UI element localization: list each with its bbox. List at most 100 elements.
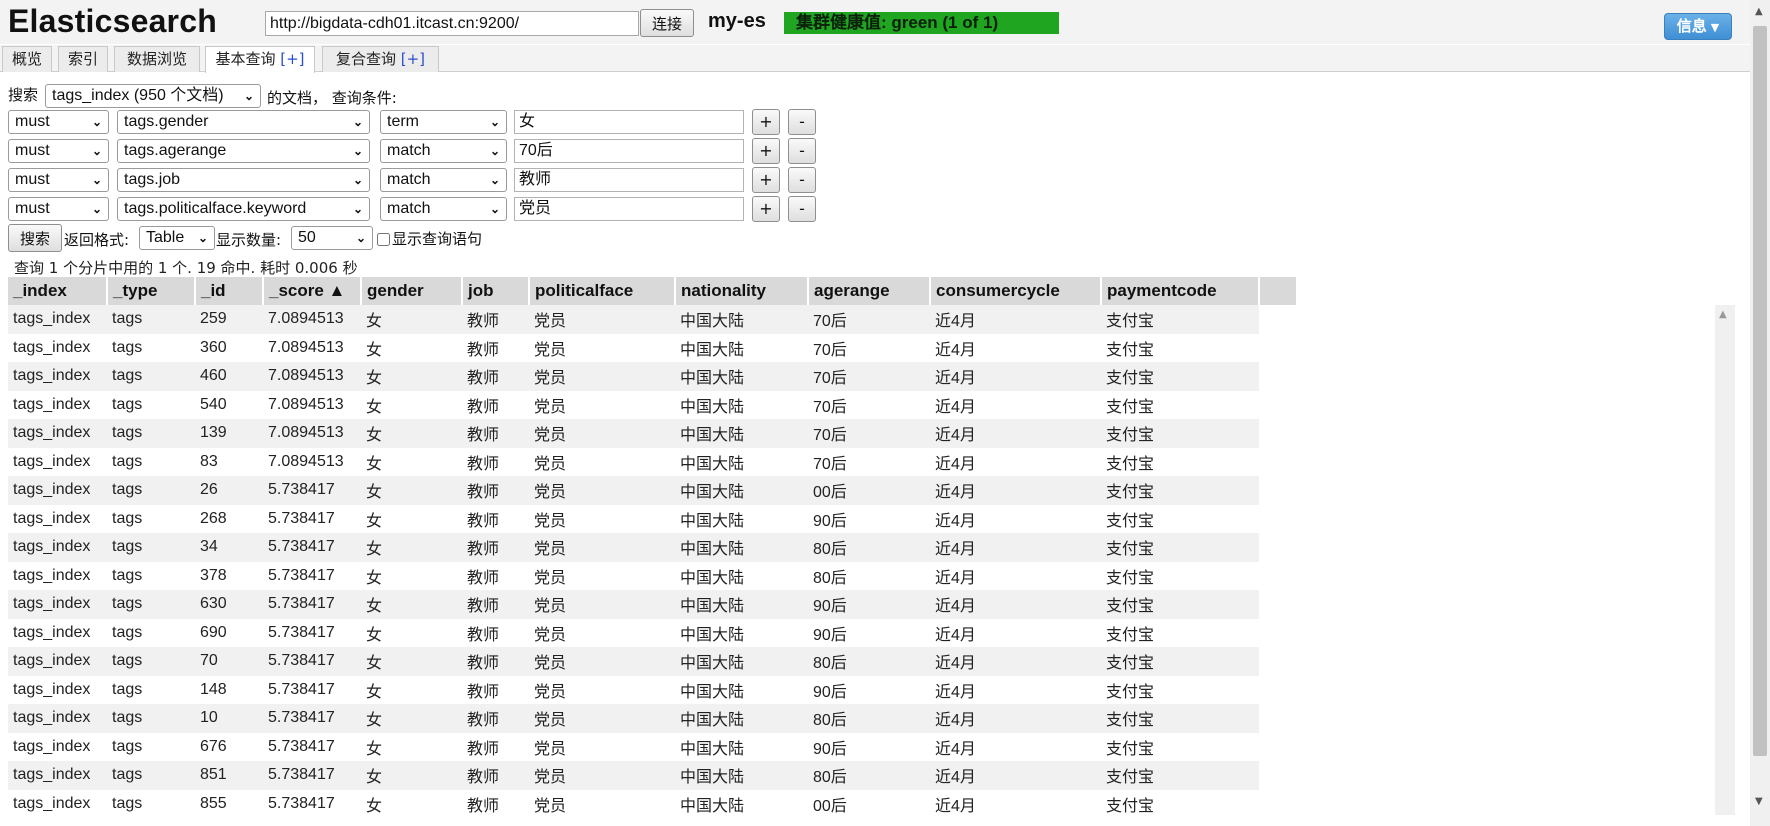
tab-overview[interactable]: 概览: [2, 46, 52, 72]
count-select[interactable]: 50 ⌄: [291, 226, 373, 250]
table-row[interactable]: tags_index tags 70 5.738417 女教师 党员 中国大陆 80后 近4月支…: [8, 647, 1297, 676]
scrollbar-thumb[interactable]: [1753, 26, 1767, 756]
table-row[interactable]: tags_index tags 540 7.0894513 女教师 党员 中国大陆 70后 近4…: [8, 390, 1297, 419]
table-cell: 5.738417: [263, 761, 361, 790]
tab-basic-query[interactable]: 基本查询 [+]: [205, 46, 315, 73]
table-cell: 女: [361, 618, 462, 647]
info-menu-button[interactable]: 信息 ▼: [1664, 13, 1732, 40]
field-select[interactable]: tags.gender ⌄: [117, 110, 370, 134]
occur-select[interactable]: must ⌄: [8, 139, 109, 163]
table-row[interactable]: tags_index tags 676 5.738417 女教师 党员 中国大陆 90后 近4月…: [8, 732, 1297, 761]
table-row[interactable]: tags_index tags 360 7.0894513 女教师 党员 中国大陆 70后 近4…: [8, 333, 1297, 362]
match-type-select[interactable]: match ⌄: [380, 168, 507, 192]
info-menu-label: 信息: [1676, 17, 1707, 35]
format-select[interactable]: Table ⌄: [139, 226, 215, 250]
tab-compound-query[interactable]: 复合查询 [+]: [322, 46, 439, 72]
table-row[interactable]: tags_index tags 83 7.0894513 女教师 党员 中国大陆 70后 近4月…: [8, 447, 1297, 476]
query-value-input[interactable]: 女: [514, 110, 744, 134]
remove-condition-button[interactable]: -: [788, 167, 816, 193]
table-row[interactable]: tags_index tags 268 5.738417 女教师 党员 中国大陆 90后 近4月…: [8, 504, 1297, 533]
table-cell: 5.738417: [263, 618, 361, 647]
table-row[interactable]: tags_index tags 259 7.0894513 女教师 党员 中国大陆 70后 近4…: [8, 305, 1297, 334]
table-row[interactable]: tags_index tags 10 5.738417 女教师 党员 中国大陆 80后 近4月支…: [8, 704, 1297, 733]
table-cell: 教师: [462, 419, 529, 448]
table-row[interactable]: tags_index tags 855 5.738417 女教师 党员 中国大陆 00后 近4月…: [8, 789, 1297, 818]
tab-add-link[interactable]: [+]: [400, 50, 426, 68]
table-cell: 7.0894513: [263, 447, 361, 476]
remove-condition-button[interactable]: -: [788, 196, 816, 222]
show-query-checkbox[interactable]: [377, 233, 390, 246]
occur-select[interactable]: must ⌄: [8, 197, 109, 221]
match-type-select[interactable]: match ⌄: [380, 197, 507, 221]
table-cell: tags_index: [8, 704, 107, 733]
occur-select[interactable]: must ⌄: [8, 168, 109, 192]
table-row[interactable]: tags_index tags 148 5.738417 女教师 党员 中国大陆 90后 近4月…: [8, 675, 1297, 704]
table-scrollbar[interactable]: ▲: [1715, 305, 1735, 815]
tab-add-link[interactable]: [+]: [280, 50, 305, 68]
column-header[interactable]: politicalface: [529, 277, 676, 305]
table-row[interactable]: tags_index tags 34 5.738417 女教师 党员 中国大陆 80后 近4月支…: [8, 533, 1297, 562]
url-input[interactable]: [265, 11, 639, 36]
occur-select[interactable]: must ⌄: [8, 110, 109, 134]
table-cell: 中国大陆: [675, 561, 808, 590]
column-header[interactable]: consumercycle: [930, 277, 1102, 305]
query-value-input[interactable]: 70后: [514, 139, 744, 163]
table-cell: 女: [361, 390, 462, 419]
table-cell: 党员: [529, 732, 675, 761]
match-type-select[interactable]: term ⌄: [380, 110, 507, 134]
column-header[interactable]: _index: [8, 277, 108, 305]
table-row[interactable]: tags_index tags 139 7.0894513 女教师 党员 中国大陆 70后 近4…: [8, 419, 1297, 448]
table-cell: 教师: [462, 305, 529, 334]
column-header[interactable]: _id: [195, 277, 264, 305]
connect-button[interactable]: 连接: [640, 9, 694, 37]
table-row[interactable]: tags_index tags 378 5.738417 女教师 党员 中国大陆 80后 近4月…: [8, 561, 1297, 590]
table-row[interactable]: tags_index tags 690 5.738417 女教师 党员 中国大陆 90后 近4月…: [8, 618, 1297, 647]
table-row[interactable]: tags_index tags 460 7.0894513 女教师 党员 中国大陆 70后 近4…: [8, 362, 1297, 391]
page-scrollbar[interactable]: ▲ ▼: [1750, 0, 1770, 826]
table-row[interactable]: tags_index tags 26 5.738417 女教师 党员 中国大陆 00后 近4月支…: [8, 476, 1297, 505]
table-cell: 教师: [462, 390, 529, 419]
table-cell: 540: [195, 390, 263, 419]
column-header[interactable]: gender: [361, 277, 463, 305]
remove-condition-button[interactable]: -: [788, 109, 816, 135]
table-cell: 支付宝: [1101, 590, 1259, 619]
table-cell: 460: [195, 362, 263, 391]
table-cell: 83: [195, 447, 263, 476]
tab-data-browser[interactable]: 数据浏览: [114, 46, 200, 72]
field-value: tags.agerange: [124, 142, 227, 159]
add-condition-button[interactable]: +: [752, 138, 780, 164]
tab-indices[interactable]: 索引: [58, 46, 108, 72]
table-cell: 教师: [462, 476, 529, 505]
add-condition-button[interactable]: +: [752, 196, 780, 222]
index-select[interactable]: tags_index (950 个文档) ⌄: [45, 84, 261, 108]
column-header[interactable]: paymentcode: [1101, 277, 1260, 305]
field-select[interactable]: tags.agerange ⌄: [117, 139, 370, 163]
column-header[interactable]: _type: [107, 277, 196, 305]
table-cell: tags: [107, 419, 195, 448]
field-select[interactable]: tags.job ⌄: [117, 168, 370, 192]
field-select[interactable]: tags.politicalface.keyword ⌄: [117, 197, 370, 221]
table-cell: 中国大陆: [675, 590, 808, 619]
chevron-down-icon: ⌄: [489, 202, 500, 216]
column-header[interactable]: job: [462, 277, 530, 305]
table-cell: tags_index: [8, 675, 107, 704]
scroll-up-icon[interactable]: ▲: [1719, 309, 1727, 320]
column-header[interactable]: agerange: [808, 277, 931, 305]
table-cell: 党员: [529, 390, 675, 419]
search-button[interactable]: 搜索: [8, 224, 62, 252]
query-value-input[interactable]: 党员: [514, 197, 744, 221]
scroll-up-icon[interactable]: ▲: [1755, 6, 1763, 17]
query-value-input[interactable]: 教师: [514, 168, 744, 192]
table-row[interactable]: tags_index tags 851 5.738417 女教师 党员 中国大陆 80后 近4月…: [8, 761, 1297, 790]
add-condition-button[interactable]: +: [752, 167, 780, 193]
column-header[interactable]: nationality: [675, 277, 809, 305]
table-cell: 教师: [462, 561, 529, 590]
scroll-down-icon[interactable]: ▼: [1755, 796, 1763, 807]
remove-condition-button[interactable]: -: [788, 138, 816, 164]
table-cell: 党员: [529, 675, 675, 704]
add-condition-button[interactable]: +: [752, 109, 780, 135]
match-type-select[interactable]: match ⌄: [380, 139, 507, 163]
table-cell: 教师: [462, 504, 529, 533]
column-header[interactable]: _score ▲: [263, 277, 362, 305]
table-row[interactable]: tags_index tags 630 5.738417 女教师 党员 中国大陆 90后 近4月…: [8, 590, 1297, 619]
